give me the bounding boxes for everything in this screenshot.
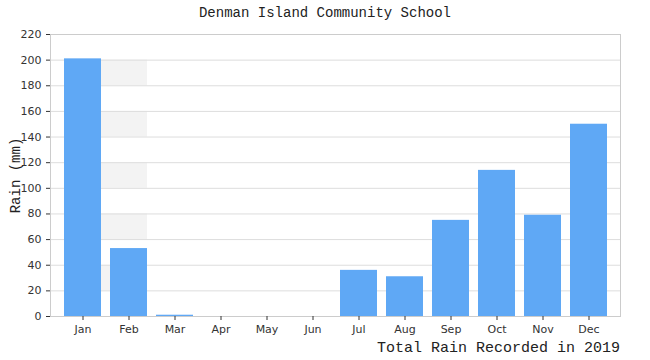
svg-text:60: 60 bbox=[28, 233, 42, 246]
svg-text:200: 200 bbox=[21, 54, 42, 67]
svg-text:Sep: Sep bbox=[441, 323, 462, 336]
svg-text:Aug: Aug bbox=[394, 323, 415, 336]
svg-text:100: 100 bbox=[20, 181, 42, 195]
html-text:Denman Island Community School: Denman Island Community School bbox=[199, 5, 451, 21]
svg-text:Feb: Feb bbox=[119, 323, 138, 336]
html-text:Total Rain Recorded in 2019: Total Rain Recorded in 2019 bbox=[377, 340, 620, 357]
svg-text:40: 40 bbox=[28, 259, 42, 272]
svg-text:Nov: Nov bbox=[532, 323, 554, 336]
svg-text:Jun: Jun bbox=[303, 323, 321, 336]
svg-text:May: May bbox=[256, 323, 279, 336]
svg-text:Dec: Dec bbox=[578, 323, 599, 336]
svg-text:180: 180 bbox=[21, 79, 42, 92]
svg-text:160: 160 bbox=[21, 105, 42, 118]
svg-text:80: 80 bbox=[28, 207, 42, 220]
svg-text:Jul: Jul bbox=[351, 323, 365, 336]
svg-text:Mar: Mar bbox=[165, 323, 186, 336]
svg-text:Oct: Oct bbox=[487, 323, 507, 336]
svg-text:120: 120 bbox=[20, 156, 42, 170]
svg-text:Jan: Jan bbox=[74, 323, 92, 336]
svg-text:Rain (mm): Rain (mm) bbox=[8, 138, 24, 214]
svg-text:0: 0 bbox=[35, 310, 42, 323]
svg-text:140: 140 bbox=[20, 130, 42, 144]
svg-text:220: 220 bbox=[21, 28, 42, 41]
svg-text:20: 20 bbox=[28, 284, 42, 297]
svg-text:Apr: Apr bbox=[211, 323, 231, 336]
